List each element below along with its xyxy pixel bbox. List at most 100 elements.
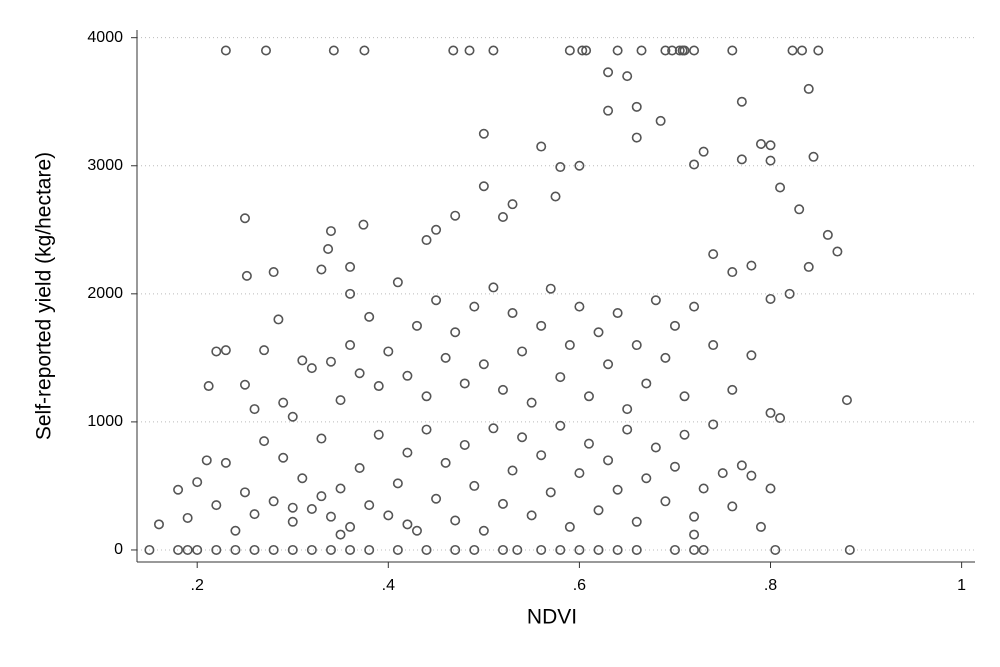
point [260,45,271,56]
point [478,181,489,192]
point [373,381,384,392]
point [698,483,709,494]
point [469,544,480,555]
point [325,226,336,237]
point [297,355,308,366]
point [259,345,270,356]
point [574,301,585,312]
point [249,544,260,555]
point [230,525,241,536]
point [784,288,795,299]
point [803,83,814,94]
point [459,378,470,389]
point [746,260,757,271]
point [497,211,508,222]
point [431,295,442,306]
point [736,96,747,107]
point [797,45,808,56]
point [259,436,270,447]
point [450,210,461,221]
point [555,372,566,383]
point [328,45,339,56]
point [373,429,384,440]
point [631,132,642,143]
point [478,525,489,536]
point [323,243,334,254]
point [402,370,413,381]
point [325,356,336,367]
point [550,191,561,202]
point [287,516,298,527]
point [679,391,690,402]
point [450,515,461,526]
point [612,308,623,319]
point [364,544,375,555]
point [287,411,298,422]
point [278,452,289,463]
y-axis-label: Self-reported yield (kg/hectare) [33,152,56,440]
point [574,544,585,555]
point [316,264,327,275]
point [583,391,594,402]
point [708,249,719,260]
point [555,544,566,555]
point [832,246,843,257]
point [536,320,547,331]
point [192,477,203,488]
point [345,340,356,351]
point [603,67,614,78]
point [345,544,356,555]
point [411,525,422,536]
point [440,352,451,363]
point [173,544,184,555]
point [402,447,413,458]
point [822,229,833,240]
point [622,404,633,415]
point [794,204,805,215]
point [448,45,459,56]
point [603,455,614,466]
point [316,491,327,502]
point [765,293,776,304]
point [727,384,738,395]
point [335,395,346,406]
point [431,493,442,504]
x-tick-label: .8 [764,577,777,594]
point [201,455,212,466]
point [581,45,592,56]
point [325,511,336,522]
point [192,544,203,555]
point [689,544,700,555]
point [564,340,575,351]
point [478,128,489,139]
point [335,529,346,540]
point [517,346,528,357]
point [775,413,786,424]
point [574,468,585,479]
point [354,462,365,473]
point [775,182,786,193]
point [325,544,336,555]
point [358,219,369,230]
point [746,470,757,481]
point [636,45,647,56]
point [421,424,432,435]
point [507,465,518,476]
point [698,146,709,157]
point [239,213,250,224]
point [182,544,193,555]
point [153,519,164,530]
point [459,439,470,450]
point [689,301,700,312]
point [273,314,284,325]
x-tick-label: 1 [957,577,966,594]
point [622,71,633,82]
point [669,320,680,331]
point [182,512,193,523]
point [564,45,575,56]
point [689,529,700,540]
point [345,288,356,299]
point [402,519,413,530]
point [268,496,279,507]
